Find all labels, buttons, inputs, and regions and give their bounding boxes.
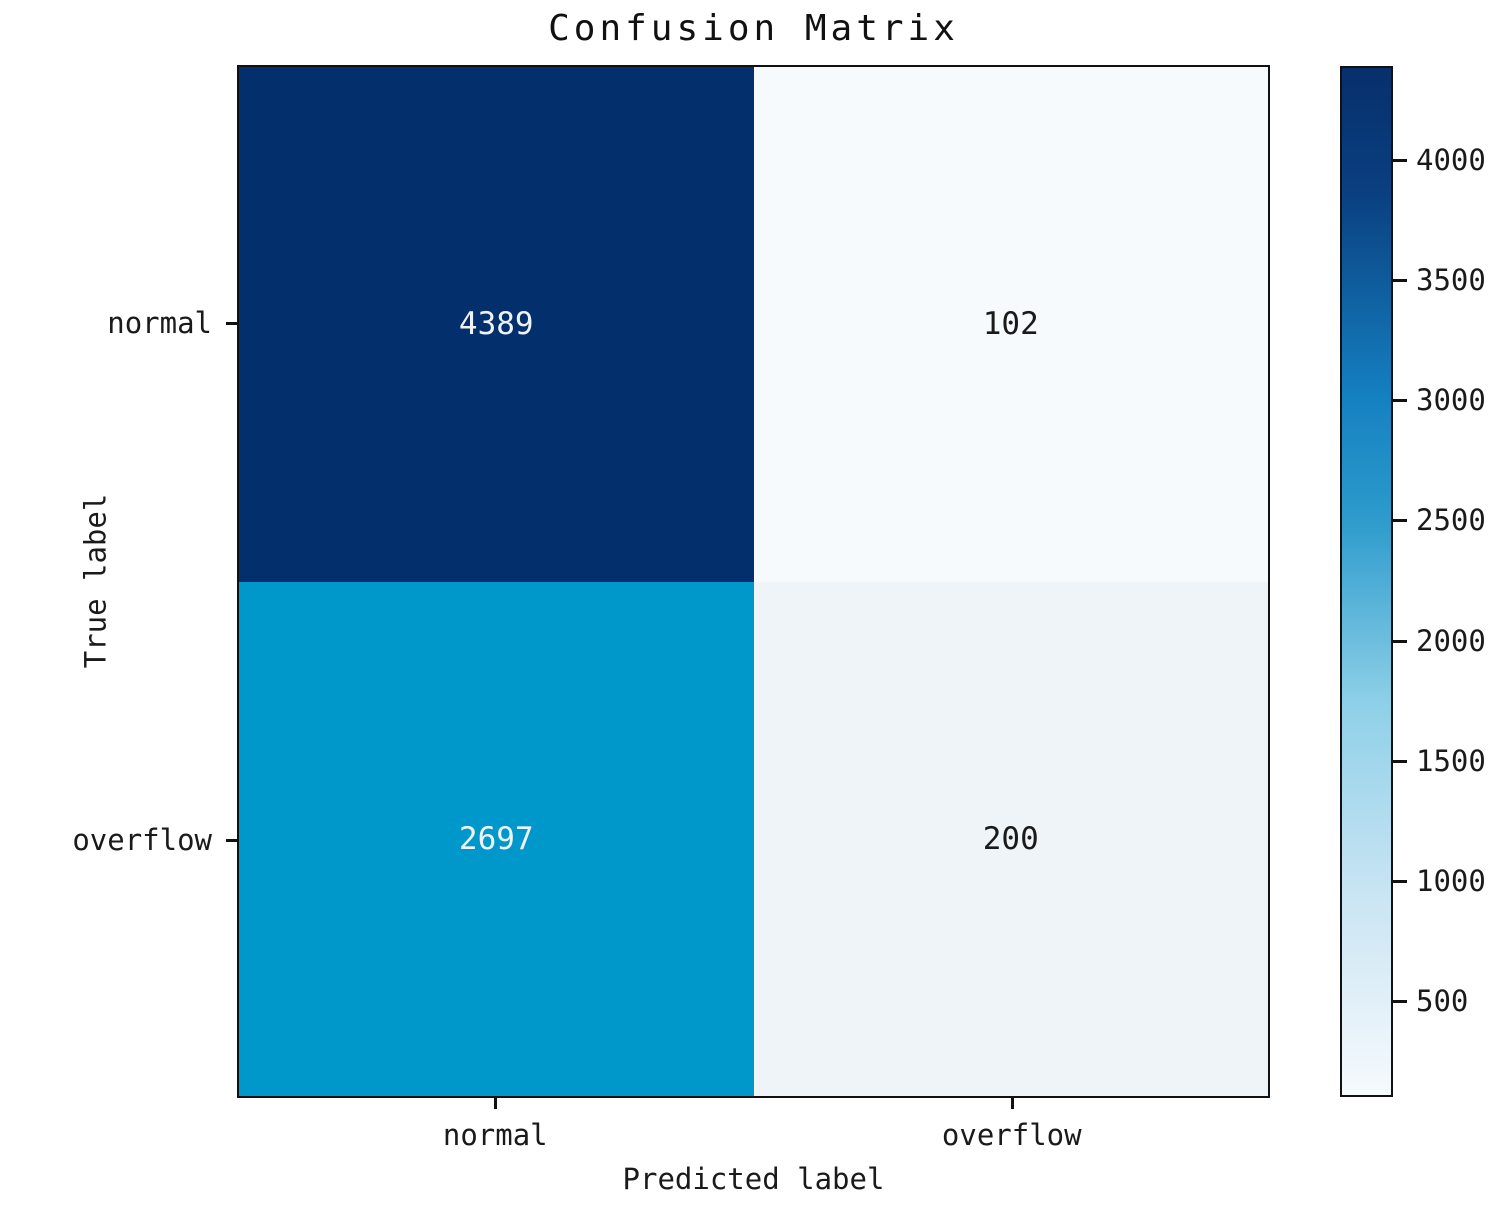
- colorbar-tick-mark: [1393, 759, 1407, 763]
- colorbar-tick-label-4000: 4000: [1416, 142, 1486, 177]
- colorbar-tick-mark: [1393, 278, 1407, 282]
- colorbar-tick-label-1000: 1000: [1416, 864, 1486, 899]
- colorbar-tick-label-3000: 3000: [1416, 383, 1486, 418]
- y-tick-mark: [226, 838, 237, 842]
- chart-title: Confusion Matrix: [548, 8, 959, 49]
- colorbar-tick-mark: [1393, 1000, 1407, 1004]
- x-tick-mark: [1010, 1098, 1014, 1109]
- x-tick-label-normal: normal: [442, 1118, 548, 1152]
- colorbar-tick-label-2000: 2000: [1416, 623, 1486, 658]
- y-axis-label: True label: [78, 493, 113, 669]
- colorbar-tick-mark: [1393, 880, 1407, 884]
- y-tick-label-normal: normal: [107, 306, 212, 341]
- colorbar-tick-label-3500: 3500: [1416, 262, 1486, 297]
- colorbar-tick-mark: [1393, 399, 1407, 403]
- matrix-cell-normal-overflow: 102: [753, 67, 1268, 582]
- x-axis-label: Predicted label: [622, 1162, 885, 1196]
- colorbar-tick-label-2500: 2500: [1416, 503, 1486, 538]
- y-tick-mark: [226, 322, 237, 326]
- x-tick-label-overflow: overflow: [941, 1118, 1082, 1152]
- x-tick-mark: [494, 1098, 498, 1109]
- matrix-cell-overflow-normal: 2697: [239, 581, 754, 1096]
- colorbar-tick-mark: [1393, 639, 1407, 643]
- colorbar-tick-label-1500: 1500: [1416, 743, 1486, 778]
- heatmap-grid: 4389 102 2697 200: [237, 65, 1270, 1098]
- matrix-cell-normal-normal: 4389: [239, 67, 754, 582]
- y-tick-label-overflow: overflow: [72, 822, 212, 857]
- matrix-cell-overflow-overflow: 200: [753, 581, 1268, 1096]
- colorbar-tick-mark: [1393, 519, 1407, 523]
- colorbar-tick-mark: [1393, 158, 1407, 162]
- colorbar-tick-label-500: 500: [1416, 984, 1469, 1019]
- colorbar: [1340, 66, 1393, 1097]
